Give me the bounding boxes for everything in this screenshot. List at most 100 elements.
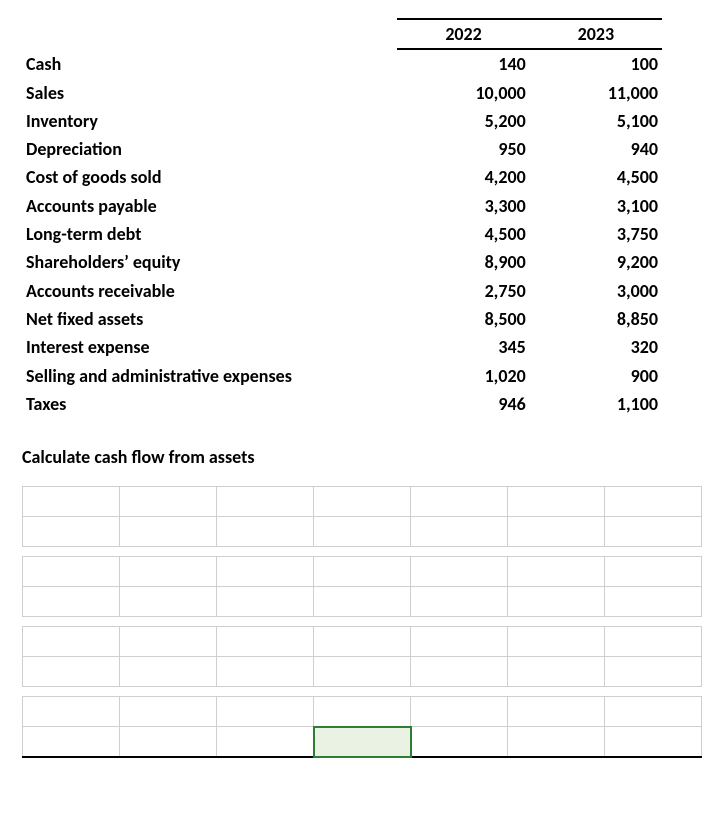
grid-cell[interactable] — [605, 557, 702, 587]
answer-grid[interactable] — [22, 486, 702, 758]
grid-cell[interactable] — [23, 517, 120, 547]
grid-cell[interactable] — [314, 657, 411, 687]
grid-spacer-cell — [605, 547, 702, 557]
grid-cell[interactable] — [23, 657, 120, 687]
grid-cell[interactable] — [605, 487, 702, 517]
grid-row[interactable] — [23, 697, 702, 727]
row-value-2023: 3,100 — [530, 192, 662, 220]
row-value-2022: 10,000 — [397, 79, 529, 107]
row-value-2023: 9,200 — [530, 248, 662, 276]
table-row: Interest expense345320 — [22, 333, 662, 361]
table-row: Taxes9461,100 — [22, 390, 662, 418]
grid-cell[interactable] — [314, 587, 411, 617]
grid-spacer-cell — [411, 547, 508, 557]
grid-cell[interactable] — [605, 657, 702, 687]
grid-cell[interactable] — [120, 697, 217, 727]
row-value-2022: 946 — [397, 390, 529, 418]
grid-spacer-cell — [23, 617, 120, 627]
grid-cell[interactable] — [217, 697, 314, 727]
grid-cell[interactable] — [217, 487, 314, 517]
table-row: Depreciation950940 — [22, 135, 662, 163]
grid-spacer-cell — [411, 687, 508, 697]
grid-cell[interactable] — [217, 517, 314, 547]
grid-cell[interactable] — [411, 517, 508, 547]
header-year-2: 2023 — [530, 19, 662, 49]
grid-cell[interactable] — [217, 587, 314, 617]
grid-row[interactable] — [23, 587, 702, 617]
grid-cell[interactable] — [508, 557, 605, 587]
grid-cell[interactable] — [411, 627, 508, 657]
row-value-2023: 940 — [530, 135, 662, 163]
grid-row[interactable] — [23, 727, 702, 757]
grid-cell[interactable] — [120, 727, 217, 757]
row-value-2023: 3,750 — [530, 220, 662, 248]
grid-cell[interactable] — [314, 487, 411, 517]
grid-cell[interactable] — [23, 727, 120, 757]
grid-cell[interactable] — [508, 487, 605, 517]
grid-spacer-cell — [217, 617, 314, 627]
grid-cell[interactable] — [120, 627, 217, 657]
grid-cell[interactable] — [508, 727, 605, 757]
header-year-1: 2022 — [397, 19, 529, 49]
grid-cell[interactable] — [120, 587, 217, 617]
grid-cell[interactable] — [314, 557, 411, 587]
grid-cell[interactable] — [508, 517, 605, 547]
row-label: Depreciation — [22, 135, 397, 163]
grid-cell[interactable] — [217, 727, 314, 757]
row-value-2022: 140 — [397, 49, 529, 78]
grid-spacer-cell — [217, 687, 314, 697]
grid-spacer-cell — [314, 617, 411, 627]
grid-cell[interactable] — [314, 697, 411, 727]
grid-cell[interactable] — [314, 517, 411, 547]
grid-cell[interactable] — [23, 697, 120, 727]
grid-cell[interactable] — [120, 657, 217, 687]
grid-cell[interactable] — [605, 627, 702, 657]
row-value-2022: 3,300 — [397, 192, 529, 220]
grid-spacer-cell — [120, 687, 217, 697]
grid-cell[interactable] — [411, 487, 508, 517]
row-value-2022: 4,500 — [397, 220, 529, 248]
row-value-2023: 1,100 — [530, 390, 662, 418]
grid-cell[interactable] — [120, 517, 217, 547]
row-value-2023: 11,000 — [530, 79, 662, 107]
question-prompt: Calculate cash flow from assets — [22, 446, 694, 468]
grid-cell[interactable] — [508, 627, 605, 657]
grid-cell[interactable] — [217, 657, 314, 687]
table-row: Cost of goods sold4,2004,500 — [22, 163, 662, 191]
grid-cell[interactable] — [314, 627, 411, 657]
grid-cell[interactable] — [217, 627, 314, 657]
grid-cell[interactable] — [605, 517, 702, 547]
grid-cell[interactable] — [605, 727, 702, 757]
grid-row[interactable] — [23, 517, 702, 547]
grid-cell[interactable] — [605, 697, 702, 727]
grid-spacer-cell — [411, 617, 508, 627]
grid-spacer-cell — [120, 547, 217, 557]
grid-cell[interactable] — [120, 557, 217, 587]
grid-row[interactable] — [23, 627, 702, 657]
grid-cell[interactable] — [217, 557, 314, 587]
grid-cell[interactable] — [508, 587, 605, 617]
grid-cell[interactable] — [508, 697, 605, 727]
grid-cell[interactable] — [120, 487, 217, 517]
table-row: Selling and administrative expenses1,020… — [22, 362, 662, 390]
grid-cell[interactable] — [411, 657, 508, 687]
row-value-2022: 2,750 — [397, 277, 529, 305]
grid-cell[interactable] — [411, 727, 508, 757]
table-row: Accounts receivable2,7503,000 — [22, 277, 662, 305]
grid-cell-selected[interactable] — [314, 727, 411, 757]
grid-cell[interactable] — [605, 587, 702, 617]
grid-cell[interactable] — [23, 557, 120, 587]
grid-cell[interactable] — [23, 627, 120, 657]
grid-row[interactable] — [23, 557, 702, 587]
grid-row[interactable] — [23, 487, 702, 517]
table-row: Sales10,00011,000 — [22, 79, 662, 107]
grid-cell[interactable] — [23, 487, 120, 517]
header-blank — [22, 19, 397, 49]
grid-cell[interactable] — [23, 587, 120, 617]
grid-row[interactable] — [23, 657, 702, 687]
grid-cell[interactable] — [508, 657, 605, 687]
grid-cell[interactable] — [411, 697, 508, 727]
grid-cell[interactable] — [411, 557, 508, 587]
row-value-2023: 320 — [530, 333, 662, 361]
grid-cell[interactable] — [411, 587, 508, 617]
